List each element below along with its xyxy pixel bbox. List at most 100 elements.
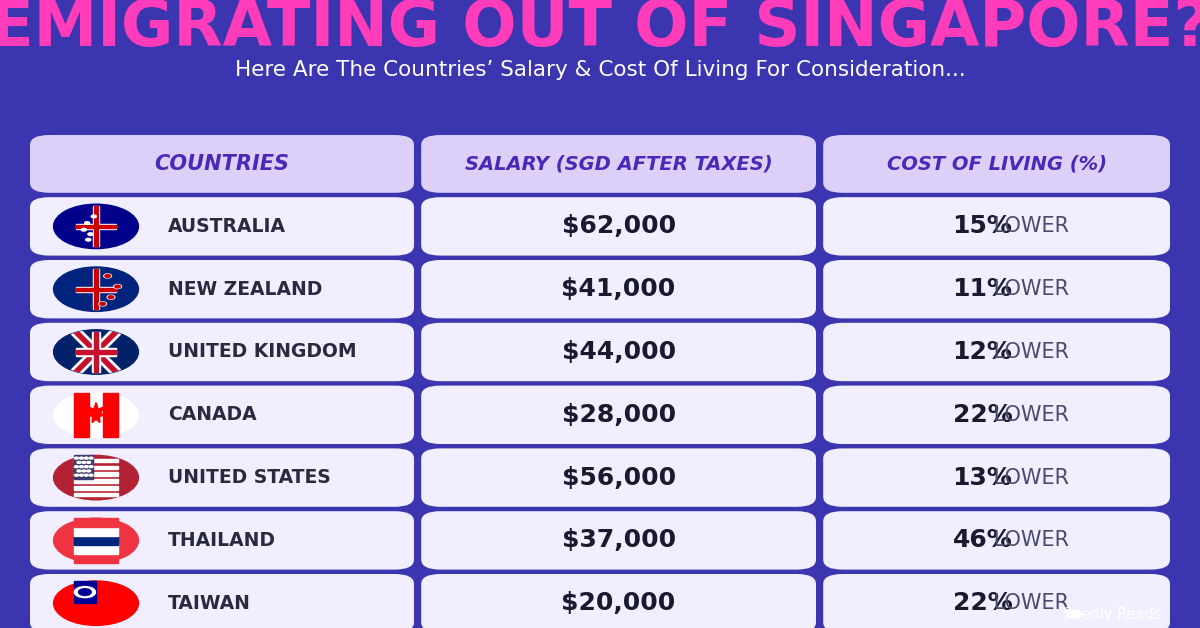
FancyBboxPatch shape <box>421 448 816 507</box>
Circle shape <box>82 462 85 463</box>
Text: $41,000: $41,000 <box>562 277 676 301</box>
FancyBboxPatch shape <box>823 135 1170 193</box>
Text: LOWER: LOWER <box>986 468 1069 487</box>
Circle shape <box>107 295 115 299</box>
Text: $56,000: $56,000 <box>562 465 676 490</box>
Circle shape <box>86 462 90 463</box>
Circle shape <box>74 474 78 476</box>
FancyBboxPatch shape <box>74 392 89 437</box>
Text: LOWER: LOWER <box>986 593 1069 613</box>
FancyBboxPatch shape <box>76 286 116 292</box>
Circle shape <box>89 466 94 468</box>
FancyBboxPatch shape <box>421 135 816 193</box>
Text: $37,000: $37,000 <box>562 528 676 553</box>
Text: SALARY (SGD AFTER TAXES): SALARY (SGD AFTER TAXES) <box>464 154 773 173</box>
Circle shape <box>98 302 107 306</box>
FancyBboxPatch shape <box>74 472 118 476</box>
FancyArrowPatch shape <box>76 332 116 372</box>
FancyBboxPatch shape <box>30 323 414 381</box>
Circle shape <box>115 285 120 288</box>
Circle shape <box>1067 610 1081 618</box>
Text: LOWER: LOWER <box>986 217 1069 236</box>
Circle shape <box>74 587 96 598</box>
FancyBboxPatch shape <box>76 225 116 228</box>
Text: Here Are The Countries’ Salary & Cost Of Living For Consideration...: Here Are The Countries’ Salary & Cost Of… <box>235 60 965 80</box>
FancyBboxPatch shape <box>74 545 118 554</box>
Circle shape <box>77 470 80 472</box>
Polygon shape <box>89 403 103 423</box>
FancyArrowPatch shape <box>76 332 116 372</box>
FancyBboxPatch shape <box>823 197 1170 256</box>
Text: LOWER: LOWER <box>986 279 1069 299</box>
Text: LOWER: LOWER <box>986 342 1069 362</box>
FancyBboxPatch shape <box>30 260 414 318</box>
Text: 11%: 11% <box>953 277 1013 301</box>
Circle shape <box>91 215 96 218</box>
Text: 22%: 22% <box>953 403 1013 427</box>
FancyBboxPatch shape <box>103 392 118 437</box>
Text: AUSTRALIA: AUSTRALIA <box>168 217 286 236</box>
Text: 46%: 46% <box>953 528 1013 553</box>
Circle shape <box>54 455 138 500</box>
Circle shape <box>89 474 94 476</box>
FancyBboxPatch shape <box>421 197 816 256</box>
Text: $28,000: $28,000 <box>562 403 676 427</box>
FancyBboxPatch shape <box>74 459 118 462</box>
Circle shape <box>82 470 85 472</box>
FancyBboxPatch shape <box>74 536 118 545</box>
FancyBboxPatch shape <box>30 135 414 193</box>
Circle shape <box>54 518 138 563</box>
FancyBboxPatch shape <box>421 386 816 444</box>
Text: $44,000: $44,000 <box>562 340 676 364</box>
FancyBboxPatch shape <box>94 332 98 372</box>
Circle shape <box>82 229 86 231</box>
FancyBboxPatch shape <box>421 260 816 318</box>
FancyBboxPatch shape <box>421 574 816 628</box>
Text: EMIGRATING OUT OF SINGAPORE?: EMIGRATING OUT OF SINGAPORE? <box>0 0 1200 59</box>
Text: COST OF LIVING (%): COST OF LIVING (%) <box>887 154 1106 173</box>
Text: Seedly Reads: Seedly Reads <box>1063 607 1162 622</box>
FancyBboxPatch shape <box>823 386 1170 444</box>
Circle shape <box>77 462 80 463</box>
FancyBboxPatch shape <box>92 332 100 372</box>
FancyArrowPatch shape <box>76 332 116 372</box>
Circle shape <box>100 303 106 305</box>
Circle shape <box>84 466 88 468</box>
Circle shape <box>85 239 91 241</box>
Circle shape <box>114 284 121 288</box>
Circle shape <box>74 466 78 468</box>
Text: 13%: 13% <box>953 465 1013 490</box>
FancyBboxPatch shape <box>74 518 118 527</box>
Text: UNITED KINGDOM: UNITED KINGDOM <box>168 342 356 362</box>
Circle shape <box>54 330 138 374</box>
FancyBboxPatch shape <box>74 581 96 603</box>
Circle shape <box>54 204 138 249</box>
FancyBboxPatch shape <box>823 574 1170 628</box>
FancyBboxPatch shape <box>30 386 414 444</box>
FancyBboxPatch shape <box>74 479 118 483</box>
Circle shape <box>88 233 92 236</box>
Circle shape <box>89 457 94 459</box>
FancyBboxPatch shape <box>823 260 1170 318</box>
FancyBboxPatch shape <box>74 554 118 563</box>
FancyBboxPatch shape <box>421 323 816 381</box>
FancyBboxPatch shape <box>823 323 1170 381</box>
Text: 22%: 22% <box>953 591 1013 615</box>
Text: UNITED STATES: UNITED STATES <box>168 468 331 487</box>
FancyBboxPatch shape <box>74 493 118 496</box>
Circle shape <box>86 470 90 472</box>
Circle shape <box>84 474 88 476</box>
FancyArrowPatch shape <box>76 332 116 372</box>
Circle shape <box>54 392 138 437</box>
FancyBboxPatch shape <box>30 197 414 256</box>
FancyBboxPatch shape <box>74 465 118 469</box>
Circle shape <box>79 457 83 459</box>
Circle shape <box>108 296 114 299</box>
FancyBboxPatch shape <box>76 350 116 354</box>
FancyBboxPatch shape <box>76 224 116 229</box>
FancyBboxPatch shape <box>823 511 1170 570</box>
Circle shape <box>74 457 78 459</box>
FancyBboxPatch shape <box>74 455 92 479</box>
Text: 12%: 12% <box>953 340 1013 364</box>
FancyBboxPatch shape <box>95 207 97 246</box>
